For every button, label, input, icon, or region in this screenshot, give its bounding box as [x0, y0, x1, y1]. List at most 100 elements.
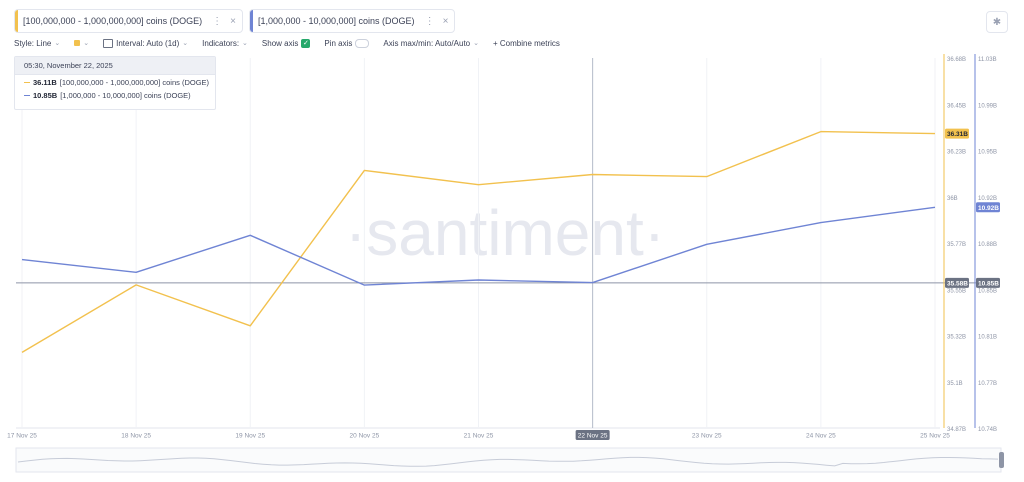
right-axis-tick-label: 10.99B: [978, 103, 997, 109]
right-last-value-badge: 10.92B: [978, 205, 999, 212]
tooltip-value: 36.11B: [33, 78, 57, 87]
right-axis-tick-label: 10.74B: [978, 427, 997, 433]
metric-tab-1-color: [15, 10, 18, 32]
right-axis-tick-label: 10.85B: [978, 288, 997, 294]
metric-tab-1[interactable]: [100,000,000 - 1,000,000,000] coins (DOG…: [14, 9, 243, 33]
axis-maxmin-dropdown[interactable]: Axis max/min: Auto/Auto ⌄: [383, 39, 479, 48]
more-menu-icon[interactable]: ⋮: [212, 15, 223, 27]
x-axis-tick-label: 17 Nov 25: [7, 433, 37, 440]
x-axis-tick-label: 25 Nov 25: [920, 433, 950, 440]
chart-toolbar: Style: Line ⌄ ⌄ Interval: Auto (1d) ⌄ In…: [14, 37, 560, 49]
series-color-swatch: [24, 94, 30, 97]
checkbox-checked-icon[interactable]: ✓: [301, 38, 311, 48]
chevron-down-icon: ⌄: [182, 40, 189, 47]
metric-tab-1-label: [100,000,000 - 1,000,000,000] coins (DOG…: [23, 16, 203, 26]
crosshair-left-value-badge-bg: [945, 277, 969, 288]
left-last-value-badge-bg: [945, 128, 969, 139]
metric-tabs: [100,000,000 - 1,000,000,000] coins (DOG…: [14, 9, 456, 33]
combine-metrics-label: + Combine metrics: [492, 38, 560, 48]
series-line-2[interactable]: [21, 206, 936, 286]
series-2-point[interactable]: [706, 243, 708, 245]
series-2-point[interactable]: [934, 206, 936, 208]
series-2-point[interactable]: [135, 271, 137, 273]
settings-button[interactable]: ✱: [986, 11, 1008, 33]
chevron-down-icon: ⌄: [83, 40, 90, 47]
right-axis-tick-label: 11.03B: [978, 57, 997, 63]
calendar-icon: [103, 38, 114, 48]
combine-metrics-button[interactable]: + Combine metrics: [493, 39, 560, 48]
series-1-point[interactable]: [135, 284, 137, 286]
series-1-point[interactable]: [21, 351, 23, 353]
series-1-point[interactable]: [706, 175, 708, 177]
right-axis-tick-label: 10.81B: [978, 335, 997, 341]
right-axis-tick-label: 10.92B: [978, 196, 997, 202]
x-axis-tick-label: 24 Nov 25: [806, 433, 836, 440]
style-dropdown[interactable]: Style: Line ⌄: [14, 39, 60, 48]
left-axis-tick-label: 36.45B: [947, 103, 966, 109]
show-axis-label: Show axis: [261, 38, 299, 48]
series-2-point[interactable]: [363, 284, 365, 286]
style-label: Style: Line: [14, 38, 52, 48]
left-axis-tick-label: 35.77B: [947, 242, 966, 248]
x-axis-tick-label: 20 Nov 25: [350, 433, 380, 440]
navigator-sparkline: [17, 456, 999, 467]
tooltip-label: [100,000,000 - 1,000,000,000] coins (DOG…: [59, 78, 210, 87]
crosshair-date-badge-bg: [575, 430, 610, 440]
left-axis-tick-label: 35.32B: [947, 335, 966, 341]
series-color-swatch: [24, 81, 30, 84]
left-axis-tick-label: 35.1B: [947, 381, 963, 387]
more-menu-icon[interactable]: ⋮: [424, 15, 435, 27]
right-axis-tick-label: 10.77B: [978, 381, 997, 387]
left-axis-tick-label: 34.87B: [947, 427, 966, 433]
indicators-label: Indicators:: [202, 38, 240, 48]
right-axis-tick-label: 10.88B: [978, 242, 997, 248]
left-last-value-badge: 36.31B: [947, 131, 968, 138]
x-axis-tick-label: 21 Nov 25: [464, 433, 494, 440]
series-1-point[interactable]: [249, 325, 251, 327]
toggle-switch[interactable]: [355, 38, 370, 48]
series-line-1[interactable]: [21, 130, 936, 354]
pin-axis-label: Pin axis: [324, 38, 353, 48]
chart-tooltip: 05:30, November 22, 2025 36.11B [100,000…: [14, 56, 216, 110]
navigator-handle-right[interactable]: [999, 452, 1004, 468]
chevron-down-icon: ⌄: [54, 40, 61, 47]
left-axis-tick-label: 36.68B: [947, 57, 966, 63]
left-axis-tick-label: 36B: [947, 196, 958, 202]
series-2-point[interactable]: [477, 279, 479, 281]
crosshair-right-value-badge-bg: [976, 277, 1000, 288]
x-axis-tick-label: 19 Nov 25: [235, 433, 265, 440]
crosshair-right-value-badge: 10.85B: [978, 280, 999, 287]
color-dropdown[interactable]: ⌄: [74, 39, 89, 47]
series-2-point[interactable]: [820, 221, 822, 223]
color-swatch: [74, 40, 81, 46]
watermark: ·santiment·: [345, 197, 665, 269]
left-axis-tick-label: 35.55B: [947, 288, 966, 294]
series-1-point[interactable]: [477, 184, 479, 186]
metric-tab-2[interactable]: [1,000,000 - 10,000,000] coins (DOGE) ⋮ …: [248, 9, 456, 33]
close-icon[interactable]: ×: [442, 15, 449, 27]
crosshair-left-value-badge: 35.58B: [947, 280, 968, 287]
pin-axis-toggle[interactable]: Pin axis: [324, 38, 370, 48]
series-1-point[interactable]: [591, 173, 593, 175]
interval-dropdown[interactable]: Interval: Auto (1d) ⌄: [103, 38, 189, 48]
metric-tab-2-color: [249, 10, 253, 32]
series-2-point[interactable]: [249, 234, 251, 236]
left-axis-tick-label: 36.23B: [947, 150, 966, 156]
metric-tab-2-label: [1,000,000 - 10,000,000] coins (DOGE): [257, 16, 415, 26]
chevron-down-icon: ⌄: [473, 40, 479, 47]
series-1-point[interactable]: [363, 169, 365, 171]
gear-icon: ✱: [992, 16, 1002, 28]
tooltip-row-2: 10.85B [1,000,000 - 10,000,000] coins (D…: [15, 90, 215, 101]
show-axis-toggle[interactable]: Show axis ✓: [261, 38, 311, 48]
x-axis-tick-label: 23 Nov 25: [692, 433, 722, 440]
series-1-point[interactable]: [820, 130, 822, 132]
indicators-dropdown[interactable]: Indicators: ⌄: [202, 39, 248, 48]
tooltip-date: 05:30, November 22, 2025: [15, 57, 215, 75]
tooltip-row-1: 36.11B [100,000,000 - 1,000,000,000] coi…: [15, 77, 215, 88]
series-2-point[interactable]: [21, 258, 23, 260]
series-2-point[interactable]: [591, 281, 593, 283]
range-navigator[interactable]: [15, 447, 1002, 473]
close-icon[interactable]: ×: [230, 15, 236, 27]
series-1-point[interactable]: [934, 132, 936, 134]
